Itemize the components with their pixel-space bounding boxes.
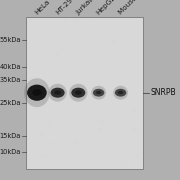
- Ellipse shape: [113, 86, 128, 100]
- Text: 15kDa: 15kDa: [0, 133, 21, 139]
- Text: HepG2: HepG2: [95, 0, 117, 16]
- Ellipse shape: [75, 90, 82, 95]
- Ellipse shape: [24, 78, 50, 107]
- Bar: [26, 17, 143, 169]
- Text: 55kDa: 55kDa: [0, 37, 21, 43]
- Ellipse shape: [32, 89, 42, 96]
- Ellipse shape: [54, 90, 61, 95]
- Text: Jurkat: Jurkat: [75, 0, 94, 16]
- Ellipse shape: [93, 89, 104, 97]
- Text: HeLa: HeLa: [33, 0, 51, 16]
- Text: SNRPB: SNRPB: [150, 88, 176, 97]
- Text: HT-29: HT-29: [54, 0, 73, 16]
- Ellipse shape: [48, 84, 67, 102]
- Text: Mouse brain: Mouse brain: [117, 0, 153, 16]
- Ellipse shape: [27, 85, 47, 101]
- Ellipse shape: [118, 91, 123, 94]
- Ellipse shape: [71, 88, 85, 98]
- Ellipse shape: [69, 84, 87, 102]
- Text: 10kDa: 10kDa: [0, 149, 21, 155]
- Text: 40kDa: 40kDa: [0, 64, 21, 70]
- Ellipse shape: [115, 89, 126, 97]
- Ellipse shape: [96, 91, 101, 94]
- Text: 25kDa: 25kDa: [0, 100, 21, 106]
- Ellipse shape: [91, 86, 106, 100]
- Text: 35kDa: 35kDa: [0, 77, 21, 83]
- Ellipse shape: [51, 88, 65, 98]
